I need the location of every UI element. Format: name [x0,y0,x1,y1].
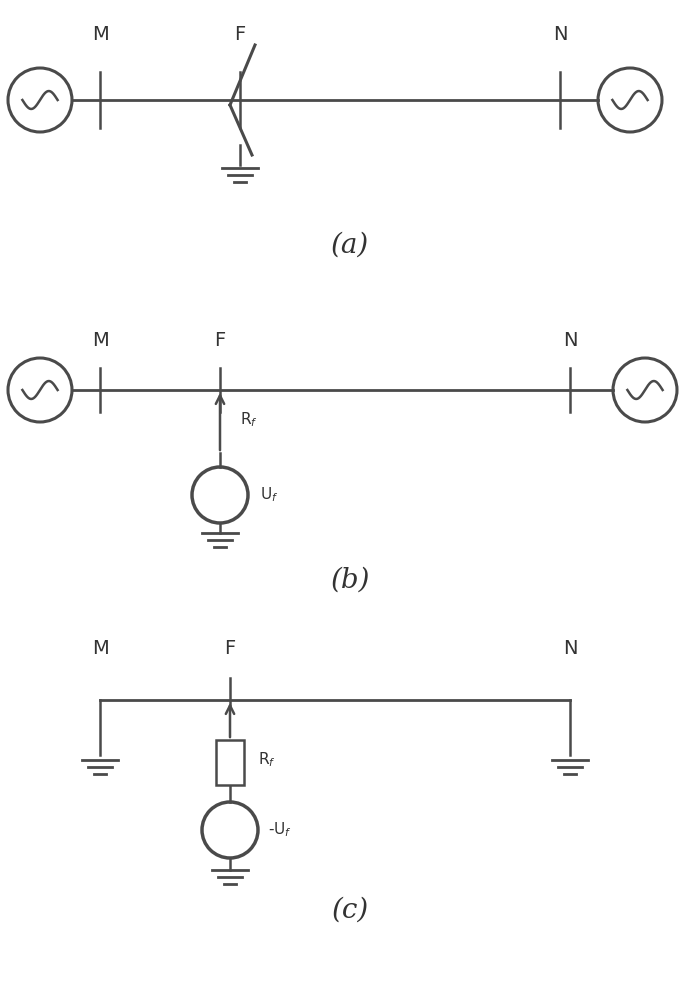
Text: N: N [553,25,567,44]
Text: N: N [563,330,578,350]
Text: -U$_f$: -U$_f$ [268,821,292,839]
Text: N: N [563,639,578,658]
Text: (c): (c) [331,896,369,924]
Text: F: F [214,330,225,350]
Text: (b): (b) [330,566,370,593]
Text: R$_f$: R$_f$ [240,411,258,429]
Text: F: F [225,639,236,658]
Text: F: F [234,25,246,44]
Text: (a): (a) [331,232,369,258]
Text: M: M [92,330,108,350]
Bar [216,740,244,785]
Text: M: M [92,25,108,44]
Text: U$_f$: U$_f$ [260,486,279,504]
Text: R$_f$: R$_f$ [258,751,276,769]
Text: M: M [92,639,108,658]
